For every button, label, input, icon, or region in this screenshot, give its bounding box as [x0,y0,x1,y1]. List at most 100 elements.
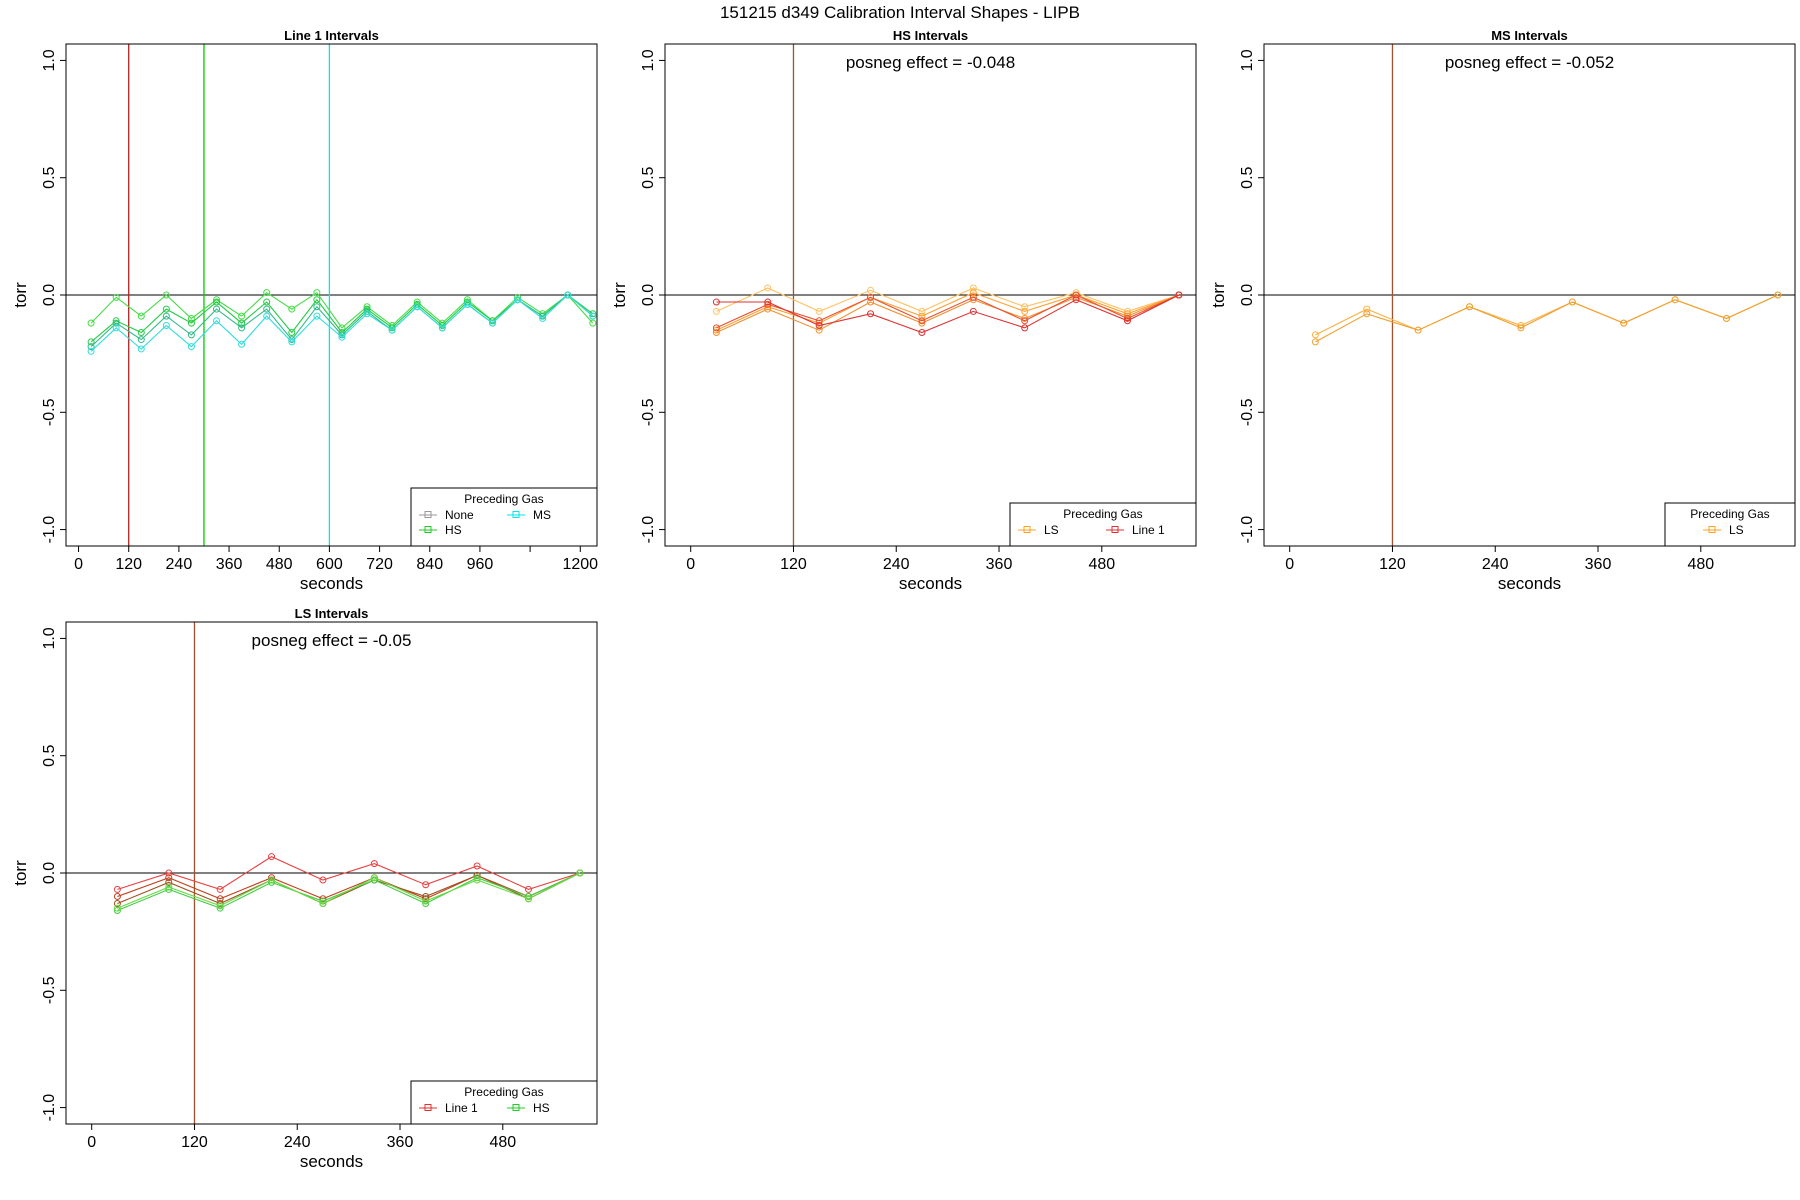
data-point [165,885,173,893]
x-axis-label: seconds [300,1152,363,1171]
series-line [716,292,1180,331]
data-point [524,885,532,893]
data-point [113,904,121,912]
y-tick-label: 0.5 [41,744,58,766]
x-axis-label: seconds [300,574,363,593]
legend-label: HS [445,523,462,537]
x-tick-label: 0 [686,556,695,573]
data-point [867,286,875,294]
data-point [1123,314,1131,322]
series-line [1315,294,1779,343]
data-point [216,895,224,903]
x-tick-label: 480 [1687,556,1714,573]
y-tick-label: 0.0 [1239,284,1256,306]
data-point [165,883,173,891]
x-tick-label: 240 [284,1134,311,1151]
data-point [969,293,977,301]
legend-label: LS [1729,523,1744,537]
data-point [815,321,823,329]
data-point [969,284,977,292]
data-point [867,310,875,318]
data-point [918,312,926,320]
data-point [187,343,195,351]
data-point [213,317,221,325]
data-point [263,312,271,320]
data-point [712,298,720,306]
y-tick-label: 0.0 [41,284,58,306]
data-point [268,874,276,882]
legend-marker [512,511,520,518]
data-point [165,874,173,882]
data-point [1774,291,1782,299]
data-point [488,319,496,327]
data-point [87,347,95,355]
data-point [815,307,823,315]
data-point [319,876,327,884]
series-line [716,294,1180,334]
data-point [473,874,481,882]
series-line [117,872,581,909]
series-line [90,291,594,329]
data-point [1072,296,1080,304]
y-tick-label: 0.5 [41,166,58,188]
legend-label: LS [1044,523,1059,537]
legend-label: Line 1 [445,1101,478,1115]
data-point [764,305,772,313]
data-point [712,324,720,332]
data-point [137,329,145,337]
y-axis-label: torr [1209,282,1228,308]
y-tick-label: 1.0 [41,49,58,71]
data-point [238,340,246,348]
y-tick-label: 0.0 [41,862,58,884]
series-line [716,294,1180,329]
data-point [1021,307,1029,315]
data-point [473,862,481,870]
data-point [867,298,875,306]
data-point [589,312,597,320]
data-point [388,326,396,334]
series-line [716,287,1180,312]
data-point [268,853,276,861]
data-point [238,312,246,320]
legend-title: Preceding Gas [1690,507,1769,521]
data-point [524,892,532,900]
legend-title: Preceding Gas [1063,507,1142,521]
legend-marker [424,526,432,533]
x-tick-label: 240 [1482,556,1509,573]
data-point [918,307,926,315]
legend-marker [512,1104,520,1111]
data-point [422,897,430,905]
legend: Preceding Gas Line 1 HS [410,1080,598,1125]
data-point [969,289,977,297]
y-tick-label: 1.0 [640,49,657,71]
x-tick-label: 840 [416,556,443,573]
data-point [473,871,481,879]
x-tick-label: 720 [366,556,393,573]
x-tick-label: 0 [87,1134,96,1151]
data-point [370,874,378,882]
x-tick-label: 360 [387,1134,414,1151]
legend-label: None [445,508,474,522]
data-point [712,329,720,337]
data-point [764,300,772,308]
data-point [112,319,120,327]
data-point [288,305,296,313]
data-point [263,298,271,306]
data-point [162,312,170,320]
legend-title: Preceding Gas [464,492,543,506]
data-point [1311,331,1319,339]
y-axis-label: torr [11,860,30,886]
data-point [564,291,572,299]
x-tick-label: 120 [780,556,807,573]
y-tick-label: 0.0 [640,284,657,306]
data-point [712,326,720,334]
data-point [313,303,321,311]
data-point [1620,319,1628,327]
legend: Preceding Gas None MS HS [410,487,598,547]
data-point [137,336,145,344]
data-point [187,319,195,327]
data-point [268,876,276,884]
legend: Preceding Gas LS [1664,502,1796,547]
data-point [576,869,584,877]
